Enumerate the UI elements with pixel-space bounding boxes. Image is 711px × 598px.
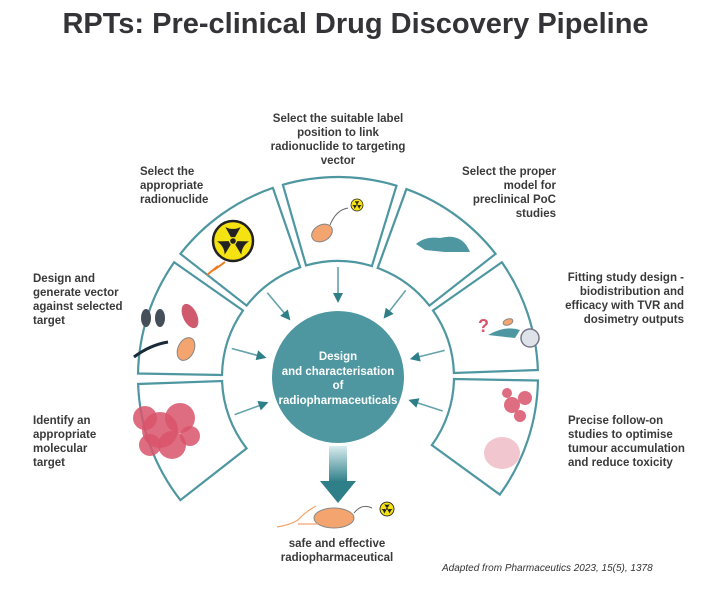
radiation-blade	[381, 509, 387, 514]
radiopharmaceutical-icon	[313, 507, 355, 529]
tumour-targeting-icon	[514, 410, 526, 422]
protein-icon	[181, 303, 199, 329]
pipeline-arrow	[231, 347, 261, 358]
step-label-vector: Design and generate vector against selec…	[33, 273, 123, 327]
mouse-icon	[416, 236, 470, 252]
tumour-cells-icon	[133, 406, 157, 430]
radiation-icon	[211, 219, 255, 263]
arrow-head	[383, 307, 394, 319]
radiation-core	[386, 508, 388, 510]
output-label: safe and effective radiopharmaceutical	[280, 538, 394, 564]
center-line: of	[332, 380, 344, 392]
radiation-blade	[225, 226, 241, 238]
peptide-icon	[133, 340, 169, 359]
radiation-blade	[357, 205, 362, 210]
pipeline-arrow	[234, 403, 264, 416]
radiation-blade	[217, 241, 231, 255]
step-label-label-position: Select the suitable label position to li…	[270, 113, 406, 167]
pipeline-arrow	[266, 292, 288, 317]
ring-segment	[431, 260, 540, 375]
center-line: Design	[318, 351, 358, 363]
center-line: radiopharmaceuticals	[278, 394, 398, 407]
output-arrow	[320, 446, 356, 503]
radiation-blade	[352, 205, 357, 210]
radiation-blade	[384, 504, 390, 508]
pipeline-arrow	[413, 400, 443, 412]
step-label-target: Identify an appropriate molecular target	[33, 415, 97, 469]
arrow-head	[409, 351, 421, 362]
radiation-core	[356, 204, 358, 206]
step-label-model: Select the proper model for preclinical …	[462, 166, 556, 220]
linker-icon	[353, 505, 373, 514]
linker-icon	[329, 207, 349, 226]
scanner-icon	[520, 328, 540, 348]
tumour-targeting-icon	[518, 391, 532, 405]
tumour-cells-icon	[139, 434, 161, 456]
source-credit: Adapted from Pharmaceutics 2023, 15(5), …	[442, 563, 653, 574]
emission-icon	[206, 261, 226, 276]
step-label-study-design: Fitting study design - biodistribution a…	[565, 272, 684, 326]
pipeline-arrow	[415, 349, 445, 359]
arrow-head	[280, 309, 291, 321]
labelled-vector-icon	[311, 223, 333, 243]
step-label-follow-on: Precise follow-on studies to optimise tu…	[568, 415, 685, 469]
radiation-icon	[379, 501, 395, 517]
radiation-blade	[235, 241, 249, 255]
radiation-blade	[354, 200, 360, 204]
antibody-vector-icon	[155, 309, 165, 327]
arrow-head	[333, 293, 343, 303]
tumour-cells-icon	[158, 431, 186, 459]
question-icon: ?	[478, 316, 489, 336]
tumour-cells-icon	[180, 426, 200, 446]
tumour-cells-icon	[165, 403, 195, 433]
arrow-head	[255, 350, 267, 361]
radiation-core	[230, 238, 236, 244]
antibody-vector-icon	[141, 309, 151, 327]
organ-icon	[484, 437, 520, 469]
receptor-icon	[276, 505, 318, 528]
radiation-blade	[387, 509, 393, 514]
step-label-radionuclide: Select the appropriate radionuclide	[140, 166, 209, 206]
page-title: RPTs: Pre-clinical Drug Discovery Pipeli…	[62, 8, 649, 40]
arrow-head	[257, 401, 269, 411]
pipeline-arrow	[386, 289, 407, 315]
hand-icon	[488, 328, 520, 338]
ring-segment	[281, 175, 398, 268]
center-circle	[272, 311, 404, 443]
center-line: and characterisation	[281, 365, 395, 378]
tumour-targeting-icon	[504, 397, 520, 413]
tumour-targeting-icon	[502, 388, 512, 398]
vector-icon	[502, 318, 514, 326]
radiation-icon	[350, 198, 364, 212]
vector-icon	[176, 337, 196, 361]
center-label: Design and characterisation of radiophar…	[272, 350, 404, 408]
arrow-head	[408, 398, 420, 408]
